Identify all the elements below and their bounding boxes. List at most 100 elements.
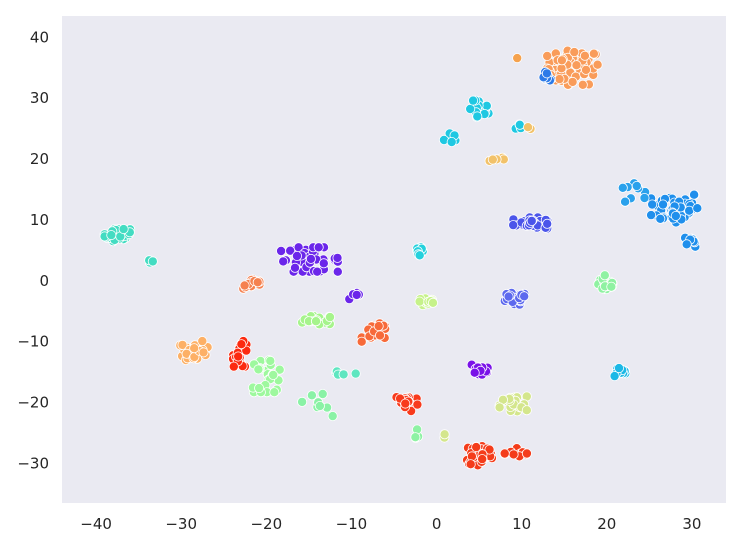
data-point: [599, 270, 610, 281]
data-point: [265, 355, 276, 366]
data-point: [592, 59, 603, 70]
x-axis-tick-labels: −40 −30 −20 −10 0 10 20 30: [80, 515, 701, 533]
y-tick-label: 10: [30, 211, 49, 229]
data-point: [317, 388, 328, 399]
data-point: [278, 256, 289, 267]
data-point: [692, 203, 703, 214]
y-tick-label: 30: [30, 89, 49, 107]
data-point: [579, 50, 590, 61]
data-point: [106, 230, 117, 241]
data-point: [350, 368, 361, 379]
data-point: [233, 351, 244, 362]
y-axis-tick-labels: −30 −20 −10 0 10 20 30 40: [17, 28, 49, 472]
data-point: [412, 399, 423, 410]
data-point: [305, 253, 316, 264]
data-point: [588, 48, 599, 59]
data-point: [465, 104, 476, 115]
data-point: [571, 60, 582, 71]
data-point: [228, 361, 239, 372]
data-point: [503, 291, 514, 302]
data-point: [526, 215, 537, 226]
data-point: [609, 371, 620, 382]
plot-background: [62, 16, 726, 503]
data-point: [581, 64, 592, 75]
data-point: [620, 196, 631, 207]
data-point: [508, 449, 519, 460]
data-point: [427, 297, 438, 308]
data-point: [306, 390, 317, 401]
data-point: [252, 277, 263, 288]
data-point: [521, 405, 532, 416]
y-tick-label: −20: [17, 394, 49, 412]
data-point: [327, 411, 338, 422]
data-point: [324, 312, 335, 323]
data-point: [689, 189, 700, 200]
data-point: [494, 402, 505, 413]
data-point: [269, 387, 280, 398]
data-point: [276, 245, 287, 256]
data-point: [314, 400, 325, 411]
x-tick-label: −40: [80, 515, 112, 533]
data-point: [332, 252, 343, 263]
data-point: [606, 281, 617, 292]
data-point: [274, 364, 285, 375]
data-point: [465, 459, 476, 470]
data-point: [512, 53, 523, 64]
data-point: [410, 432, 421, 443]
x-tick-label: −10: [336, 515, 368, 533]
data-point: [614, 363, 625, 374]
data-point: [254, 383, 265, 394]
data-point: [439, 429, 450, 440]
data-point: [577, 79, 588, 90]
data-point: [569, 47, 580, 58]
data-point: [468, 95, 479, 106]
data-point: [268, 369, 279, 380]
x-tick-label: 0: [432, 515, 442, 533]
data-point: [655, 213, 666, 224]
data-point: [554, 74, 565, 85]
y-tick-label: −30: [17, 454, 49, 472]
data-point: [289, 262, 300, 273]
x-tick-label: 30: [682, 515, 701, 533]
data-point: [508, 220, 519, 231]
y-tick-label: −10: [17, 333, 49, 351]
data-point: [312, 266, 323, 277]
data-point: [542, 51, 553, 62]
data-point: [670, 210, 681, 221]
data-point: [499, 448, 510, 459]
data-point: [681, 239, 692, 250]
y-tick-label: 20: [30, 150, 49, 168]
data-point: [487, 154, 498, 165]
data-point: [147, 256, 158, 267]
data-point: [338, 369, 349, 380]
data-point: [239, 280, 250, 291]
data-point: [236, 339, 247, 350]
data-point: [542, 218, 553, 229]
data-point: [374, 330, 385, 341]
data-point: [297, 396, 308, 407]
data-point: [118, 224, 129, 235]
data-point: [541, 68, 552, 79]
data-point: [318, 258, 329, 269]
data-point: [519, 291, 530, 302]
data-point: [291, 250, 302, 261]
data-point: [658, 199, 669, 210]
data-point: [356, 336, 367, 347]
data-point: [351, 289, 362, 300]
data-point: [556, 55, 567, 66]
data-point: [646, 210, 657, 221]
x-tick-label: 10: [512, 515, 531, 533]
data-point: [253, 364, 264, 375]
data-point: [373, 321, 384, 332]
data-point: [469, 367, 480, 378]
data-point: [400, 398, 411, 409]
y-tick-label: 40: [30, 28, 49, 46]
data-point: [414, 296, 425, 307]
scatter-points: [99, 45, 703, 471]
data-point: [414, 250, 425, 261]
data-point: [521, 448, 532, 459]
data-point: [647, 199, 658, 210]
x-tick-label: −20: [250, 515, 282, 533]
data-point: [197, 336, 208, 347]
